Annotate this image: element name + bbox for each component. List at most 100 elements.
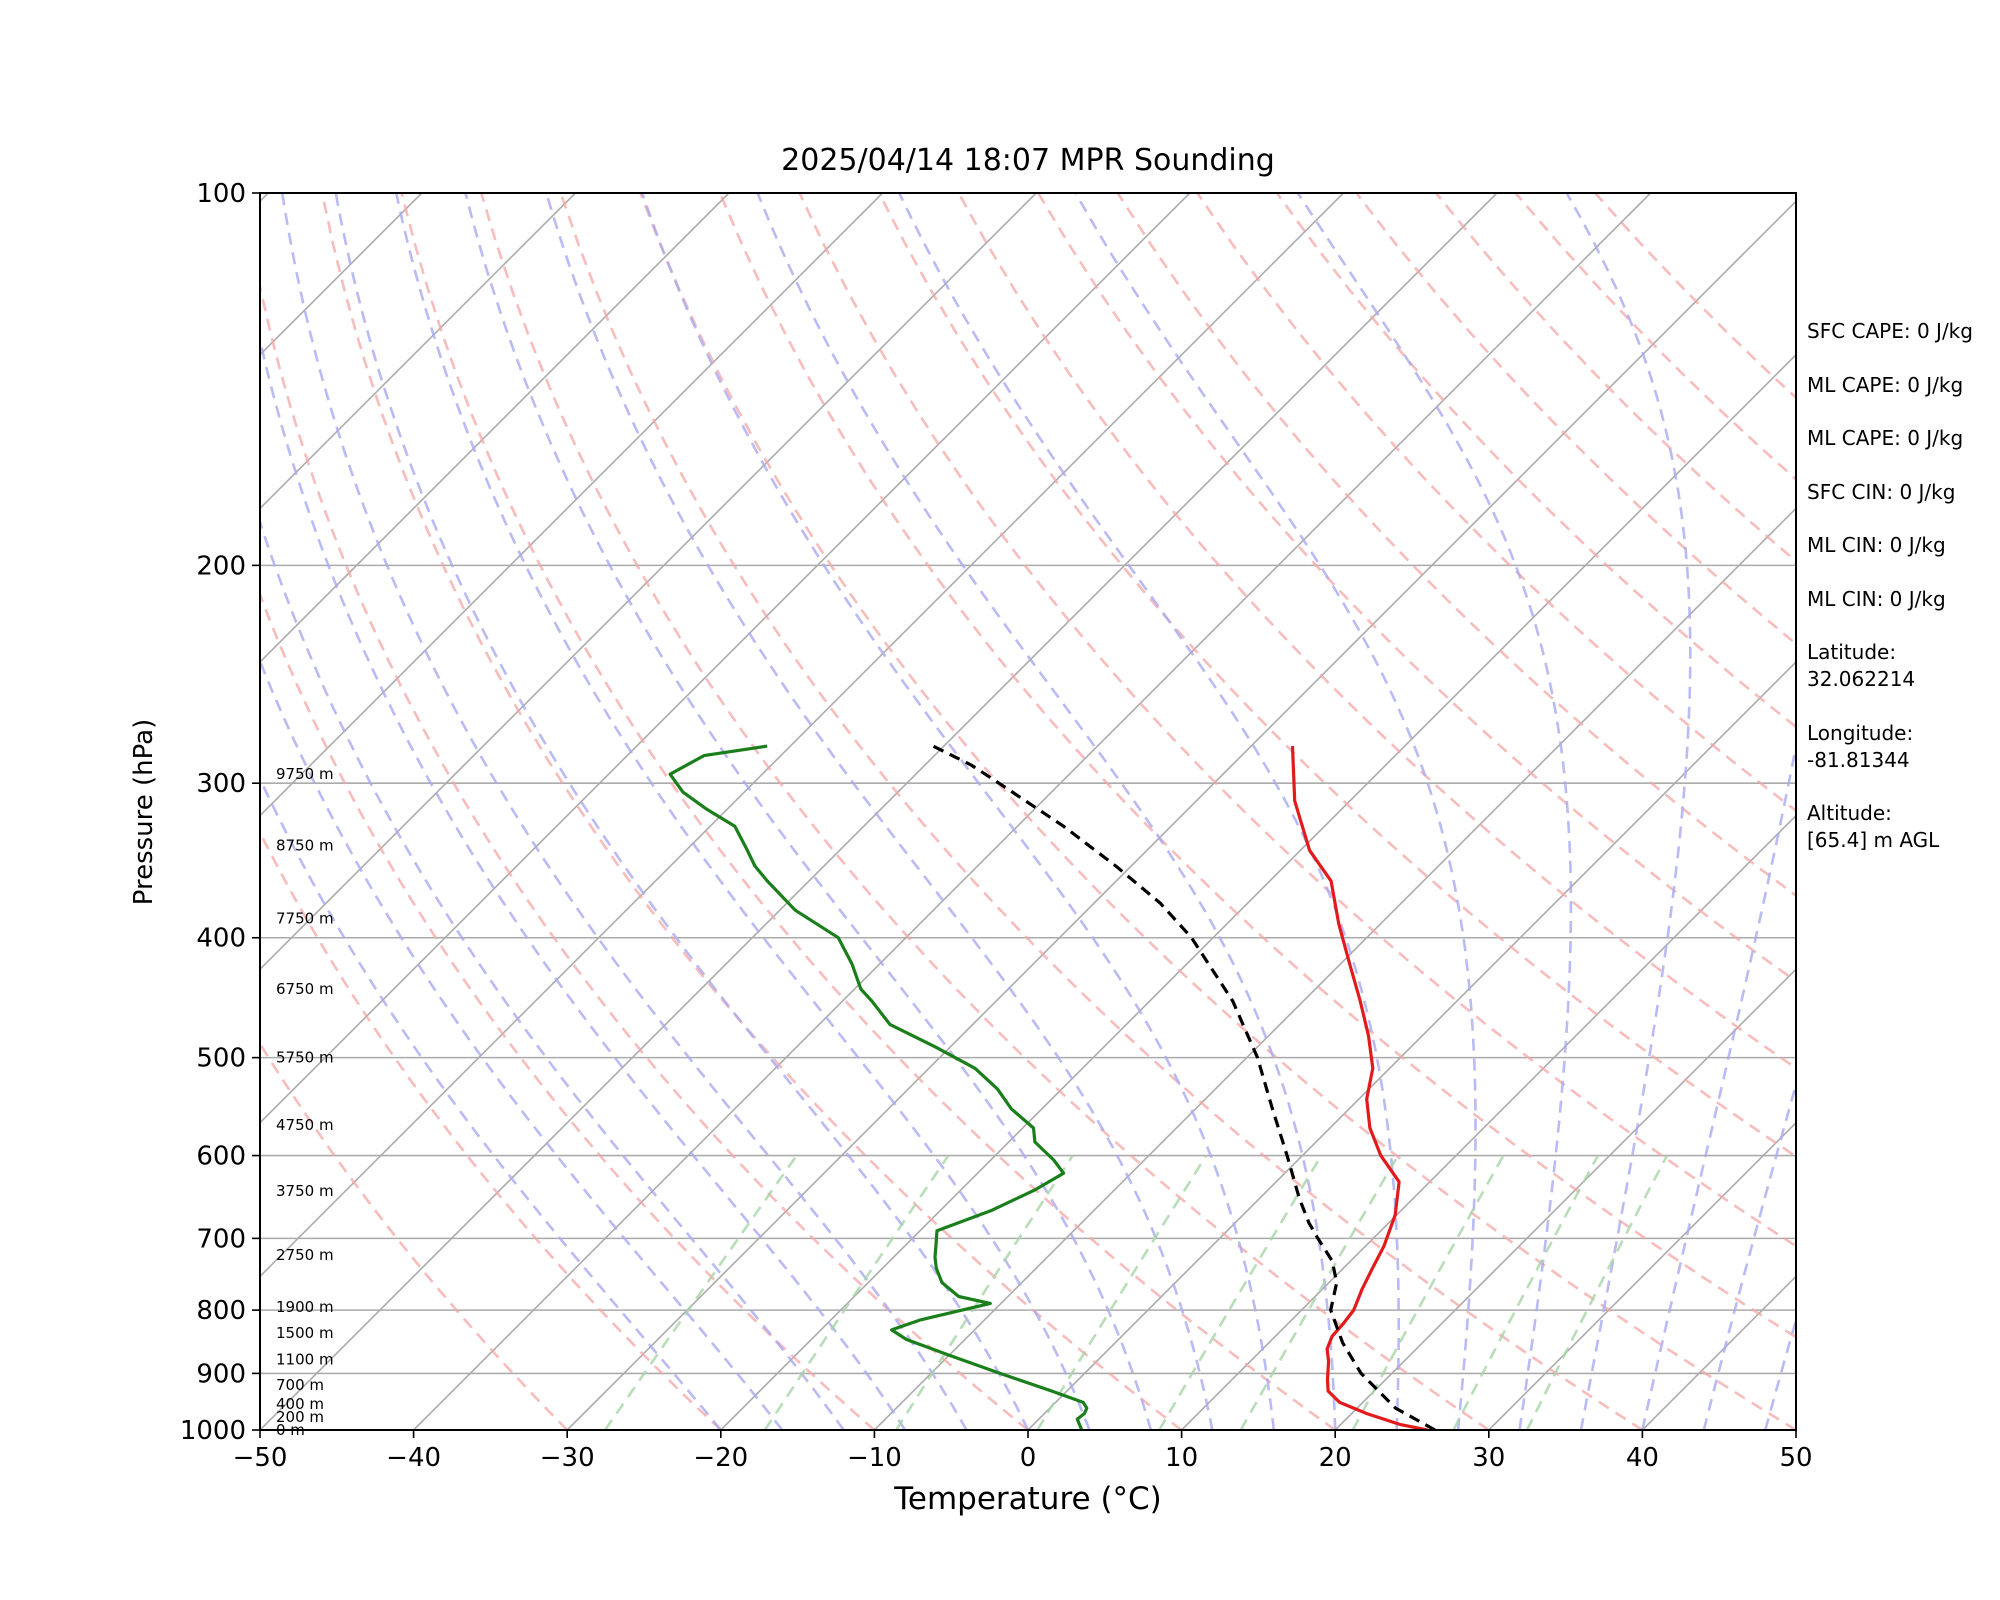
moist-adiabat (640, 193, 1276, 1430)
height-label: 700 m (276, 1376, 324, 1394)
temperature-line (1290, 746, 1428, 1430)
y-tick-label: 700 (196, 1224, 246, 1254)
x-tick-label: −20 (693, 1443, 748, 1473)
sfc-cape-stat: SFC CAPE: 0 J/kg (1807, 319, 1973, 343)
mixing-ratio-line (1351, 1154, 1505, 1430)
longitude-stat: Longitude: -81.81344 (1807, 720, 1997, 774)
height-label: 0 m (276, 1421, 305, 1439)
dry-adiabat (400, 193, 1336, 1430)
y-tick-label: 400 (196, 924, 246, 954)
moist-adiabat (1702, 1079, 1796, 1430)
ml-cape-stat-2: ML CAPE: 0 J/kg (1807, 426, 1964, 450)
x-tick-label: −50 (233, 1443, 288, 1473)
longitude-value: -81.81344 (1807, 747, 1910, 772)
y-tick-label: 100 (196, 179, 246, 209)
ml-cin-stat-2: ML CIN: 0 J/kg (1807, 586, 1946, 611)
mixing-ratio-line (1452, 1154, 1600, 1430)
parcel-line (932, 744, 1436, 1430)
latitude-label: Latitude: (1807, 640, 1897, 664)
height-label: 5750 m (276, 1049, 334, 1067)
ml-cape-stat: ML CAPE: 0 J/kg (1807, 372, 1964, 397)
y-tick-label: 800 (196, 1296, 246, 1326)
x-tick-label: 40 (1626, 1443, 1659, 1473)
dry-adiabat (1196, 193, 1796, 813)
x-tick-label: −10 (847, 1443, 902, 1473)
altitude-stat: Altitude: [65.4] m AGL (1807, 800, 1997, 854)
dry-adiabat (1275, 193, 1796, 729)
moist-adiabat (334, 193, 1030, 1430)
isotherm-line (260, 193, 1344, 1278)
isotherm-line (260, 193, 730, 664)
isotherm-line (260, 193, 1037, 971)
ml-cin-stat: ML CIN: 0 J/kg (1807, 533, 1946, 557)
plot-frame (259, 192, 1797, 1431)
dry-adiabat (798, 193, 1796, 1248)
moist-adiabat (898, 193, 1400, 1430)
moist-adiabat (464, 193, 1153, 1430)
mixing-ratio-line (1525, 1154, 1669, 1430)
moist-adiabat (1296, 193, 1573, 1430)
isotherm-line (720, 353, 1796, 1430)
mixing-ratio-line (1239, 1154, 1400, 1430)
altitude-label: Altitude: (1807, 801, 1892, 825)
isotherm-line (1334, 968, 1796, 1430)
height-label: 400 m (276, 1395, 324, 1413)
height-label: 1900 m (276, 1298, 334, 1316)
moist-adiabat (260, 657, 784, 1430)
height-label: 200 m (276, 1408, 324, 1426)
mixing-ratio-line (763, 1154, 950, 1430)
height-label: 1100 m (276, 1350, 334, 1368)
longitude-label: Longitude: (1807, 720, 1914, 745)
y-axis-label: Pressure (hPa) (129, 718, 159, 906)
isotherm-line (260, 193, 1498, 1430)
y-tick-label: 900 (196, 1359, 246, 1389)
height-label: 3750 m (276, 1182, 334, 1200)
y-tick-label: 1000 (180, 1416, 246, 1446)
moist-adiabat (1764, 1315, 1796, 1430)
sounding-stats-panel: SFC CAPE: 0 J/kg ML CAPE: 0 J/kg ML CAPE… (1807, 318, 1997, 881)
isotherm-line (260, 193, 884, 817)
latitude-value: 32.062214 (1807, 667, 1916, 691)
isotherm-line (566, 200, 1796, 1430)
height-label: 7750 m (276, 910, 334, 928)
mixing-ratio-line (1036, 1154, 1208, 1430)
mixing-ratio-line (1158, 1154, 1323, 1430)
sfc-cin-stat: SFC CIN: 0 J/kg (1807, 479, 1956, 504)
isotherm-line (413, 193, 1652, 1430)
isotherm-line (873, 507, 1796, 1430)
x-tick-label: 0 (1020, 1443, 1037, 1473)
dry-adiabat (1116, 193, 1796, 898)
altitude-value: [65.4] m AGL (1807, 828, 1940, 852)
height-label: 6750 m (276, 980, 334, 998)
moist-adiabat (260, 334, 907, 1430)
x-tick-label: 30 (1472, 1443, 1505, 1473)
y-tick-label: 500 (196, 1044, 246, 1074)
x-tick-label: 50 (1779, 1443, 1812, 1473)
y-tick-label: 200 (196, 551, 246, 581)
isotherm-line (1181, 814, 1796, 1430)
height-label: 8750 m (276, 837, 334, 855)
mixing-ratio-line (604, 1154, 798, 1430)
dry-adiabat (260, 280, 1029, 1430)
dry-adiabat (260, 1041, 569, 1430)
dry-adiabat (877, 193, 1796, 1159)
isotherm-line (1488, 1121, 1796, 1430)
dry-adiabat (480, 193, 1490, 1430)
moist-adiabat (260, 517, 845, 1430)
dry-adiabat (639, 193, 1796, 1430)
isotherm-line (260, 193, 1191, 1124)
dewpoint-line (668, 744, 1089, 1430)
dry-adiabat (260, 829, 722, 1430)
y-tick-label: 600 (196, 1142, 246, 1172)
data-series (668, 744, 1436, 1430)
dry-adiabat (559, 193, 1644, 1430)
moist-adiabat (545, 193, 1214, 1430)
moist-adiabat (1641, 739, 1796, 1430)
moist-adiabat (1565, 193, 1692, 1430)
latitude-stat: Latitude: 32.062214 (1807, 639, 1997, 693)
x-tick-label: −40 (386, 1443, 441, 1473)
isotherm-line (260, 193, 576, 510)
height-label: 2750 m (276, 1246, 334, 1264)
isotherm-line (0, 193, 115, 1430)
